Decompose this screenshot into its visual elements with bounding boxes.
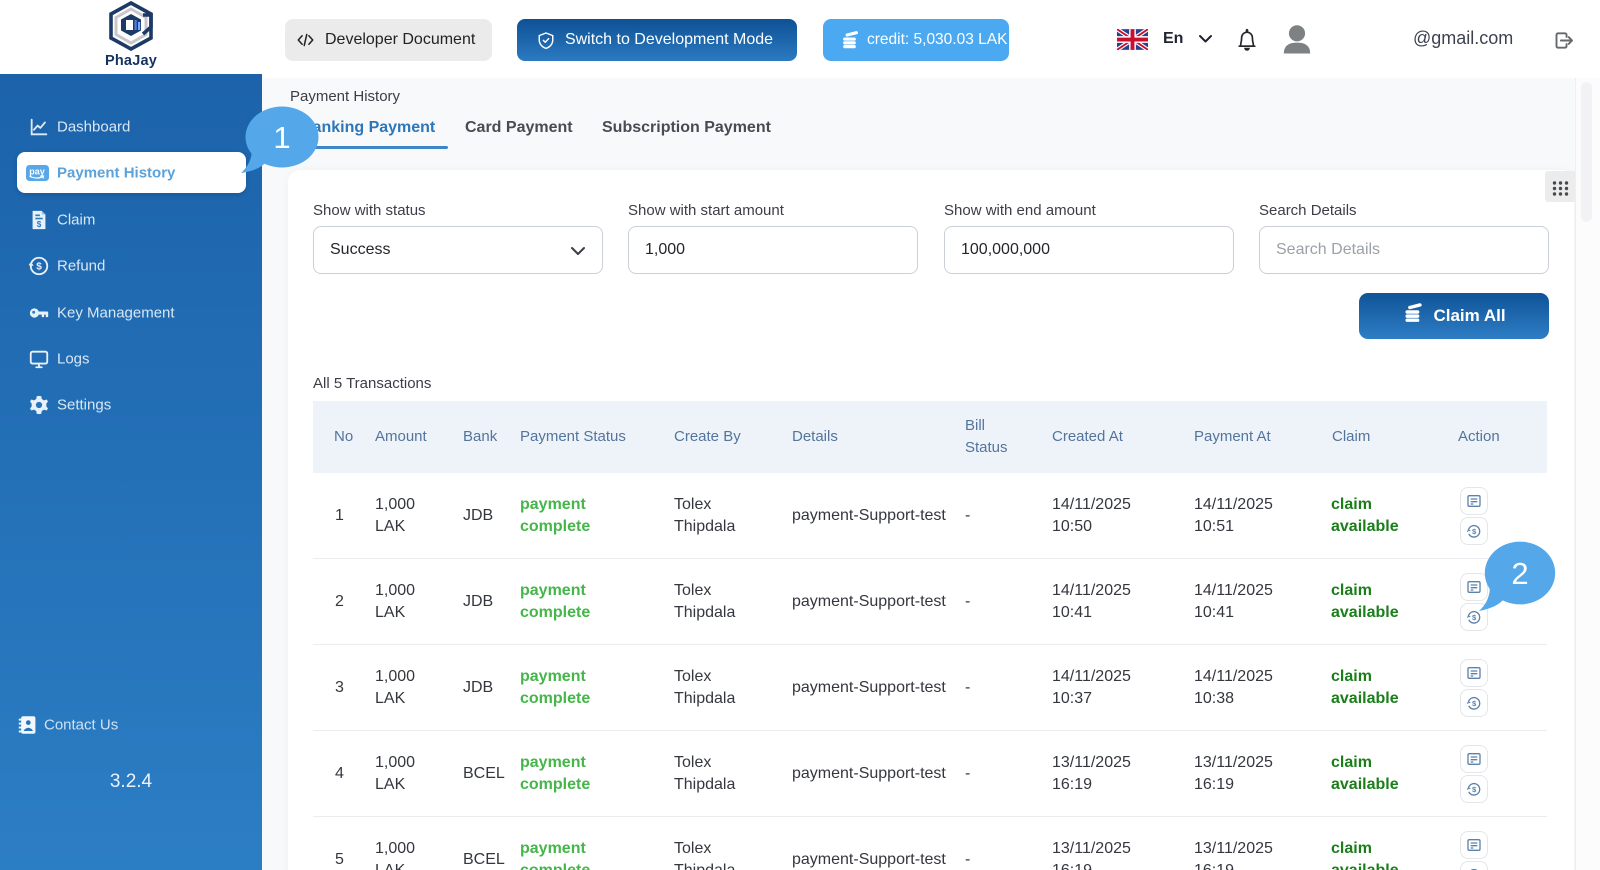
svg-text:pay: pay [29, 167, 45, 177]
svg-text:$: $ [1472, 785, 1477, 794]
svg-text:$: $ [1472, 613, 1477, 622]
svg-text:$: $ [1472, 699, 1477, 708]
svg-text:$: $ [36, 262, 42, 273]
svg-text:$: $ [37, 220, 42, 229]
svg-text:2: 2 [1511, 556, 1528, 591]
svg-text:1: 1 [273, 120, 290, 155]
svg-text:$: $ [1472, 527, 1477, 536]
